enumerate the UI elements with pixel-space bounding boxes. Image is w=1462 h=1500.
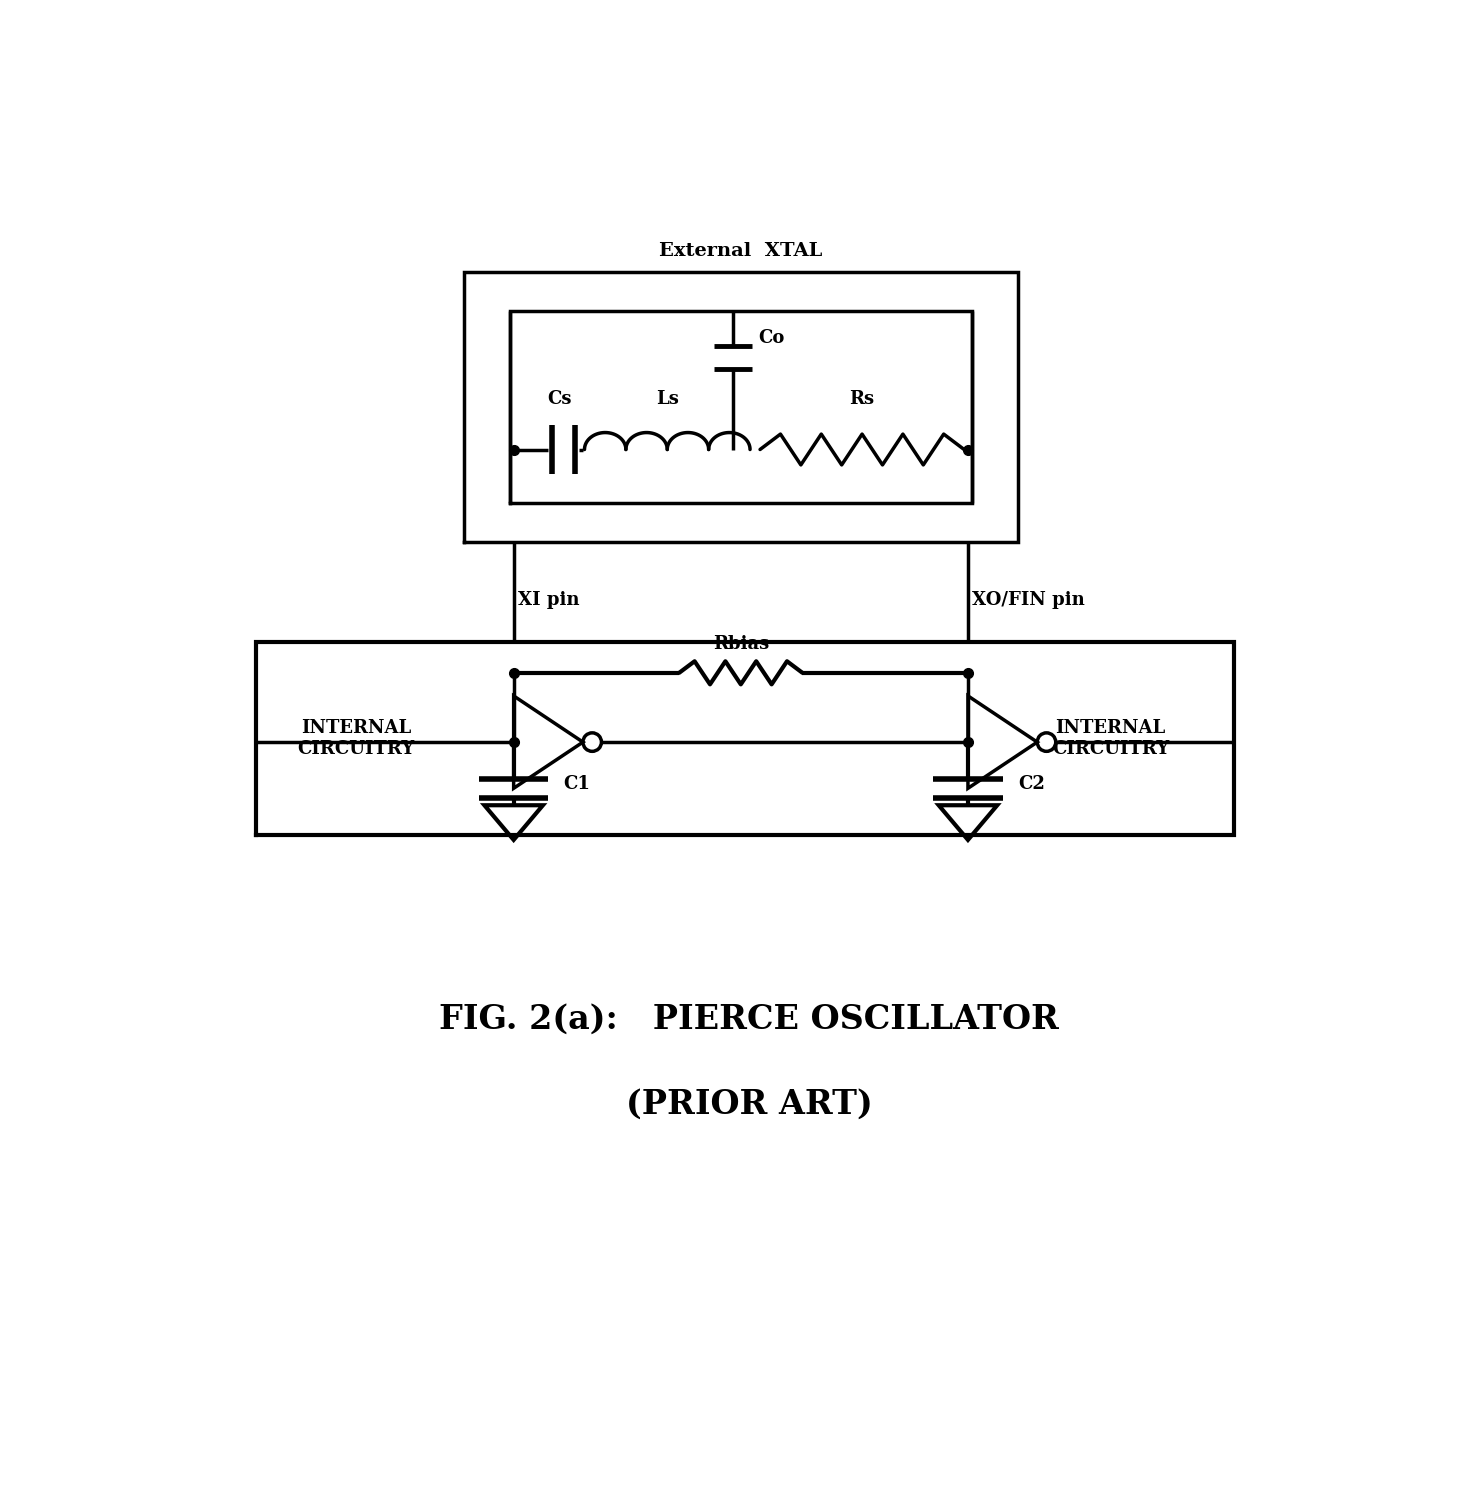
- Text: C1: C1: [564, 776, 591, 794]
- Text: INTERNAL
CIRCUITRY: INTERNAL CIRCUITRY: [1051, 718, 1170, 758]
- Text: Rbias: Rbias: [712, 634, 769, 652]
- Text: Rs: Rs: [849, 390, 874, 408]
- Text: External  XTAL: External XTAL: [659, 242, 823, 260]
- Text: C2: C2: [1018, 776, 1045, 794]
- Text: Ls: Ls: [656, 390, 678, 408]
- Text: XO/FIN pin: XO/FIN pin: [972, 591, 1085, 609]
- Text: FIG. 2(a):   PIERCE OSCILLATOR: FIG. 2(a): PIERCE OSCILLATOR: [440, 1004, 1058, 1036]
- Text: XI pin: XI pin: [518, 591, 579, 609]
- Text: INTERNAL
CIRCUITRY: INTERNAL CIRCUITRY: [297, 718, 414, 758]
- Text: Cs: Cs: [548, 390, 572, 408]
- Text: Co: Co: [759, 328, 785, 346]
- Text: (PRIOR ART): (PRIOR ART): [626, 1088, 873, 1120]
